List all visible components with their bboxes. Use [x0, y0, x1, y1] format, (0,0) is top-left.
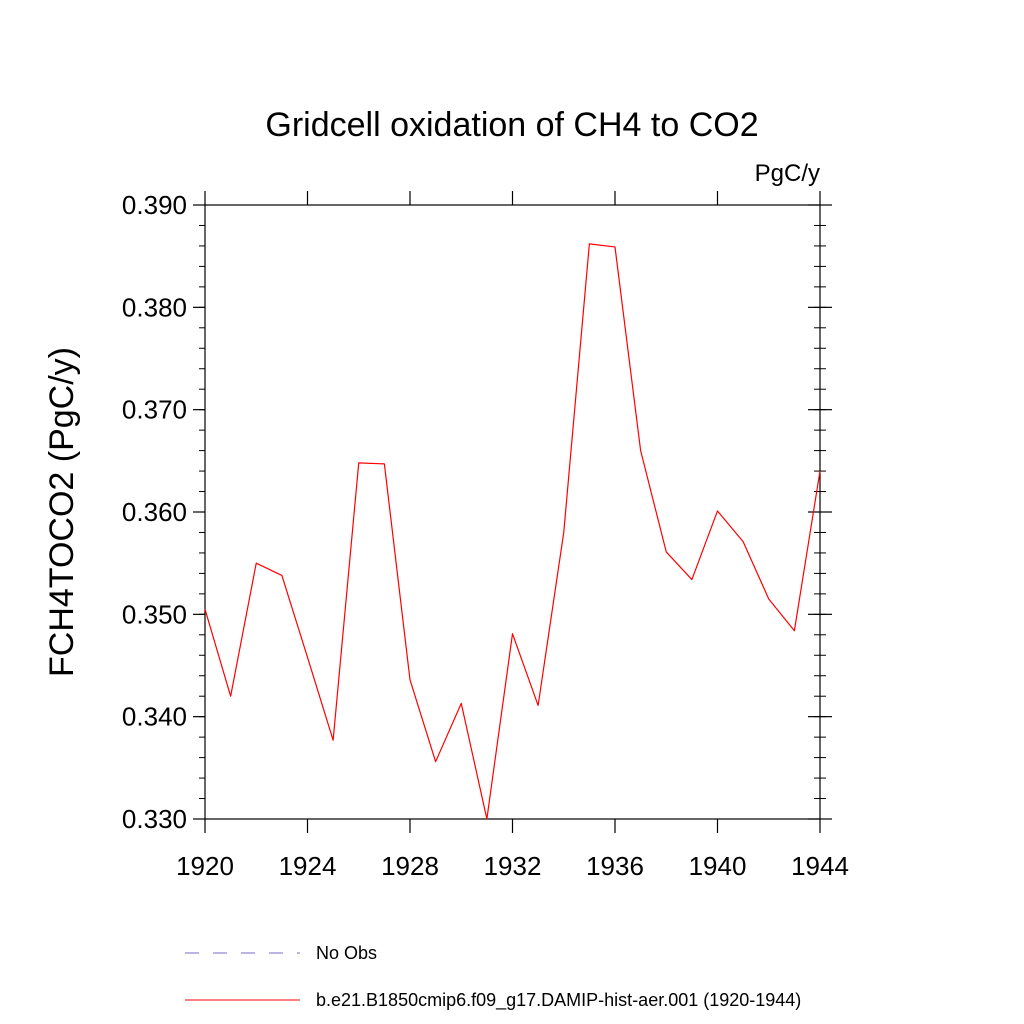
- x-tick-label: 1928: [381, 851, 439, 881]
- major-ticks: [193, 191, 832, 833]
- x-tick-labels: 1920 1924 1928 1932 1936 1940 1944: [176, 851, 849, 881]
- units-label: PgC/y: [755, 160, 820, 187]
- y-tick-labels: 0.330 0.340 0.350 0.360 0.370 0.380 0.390: [122, 190, 187, 834]
- legend: No Obs b.e21.B1850cmip6.f09_g17.DAMIP-hi…: [185, 943, 801, 1011]
- x-tick-label: 1936: [586, 851, 644, 881]
- y-tick-label: 0.340: [122, 702, 187, 732]
- minor-ticks: [199, 204, 826, 820]
- y-tick-label: 0.360: [122, 497, 187, 527]
- y-axis-label: FCH4TOCO2 (PgC/y): [43, 347, 81, 677]
- series-layer: [204, 243, 821, 820]
- y-tick-label: 0.390: [122, 190, 187, 220]
- legend-series-label: b.e21.B1850cmip6.f09_g17.DAMIP-hist-aer.…: [316, 990, 801, 1011]
- x-tick-label: 1940: [689, 851, 747, 881]
- plot-frame: [204, 204, 821, 820]
- y-tick-label: 0.350: [122, 599, 187, 629]
- x-tick-label: 1924: [279, 851, 337, 881]
- y-tick-label: 0.370: [122, 395, 187, 425]
- x-tick-label: 1920: [176, 851, 234, 881]
- x-tick-label: 1932: [484, 851, 542, 881]
- y-tick-label: 0.330: [122, 804, 187, 834]
- y-tick-label: 0.380: [122, 292, 187, 322]
- legend-no-obs-label: No Obs: [316, 943, 377, 963]
- x-tick-label: 1944: [791, 851, 849, 881]
- series-line: [204, 243, 821, 820]
- chart-title: Gridcell oxidation of CH4 to CO2: [265, 106, 758, 144]
